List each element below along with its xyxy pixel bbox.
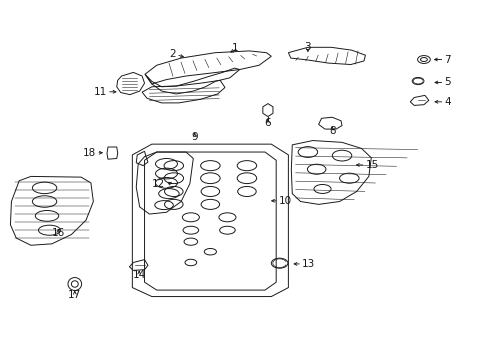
Text: 1: 1	[231, 43, 238, 53]
Text: 3: 3	[304, 42, 310, 52]
Text: 13: 13	[302, 259, 315, 269]
Text: 2: 2	[169, 49, 176, 59]
Text: 18: 18	[83, 148, 96, 158]
Text: 11: 11	[94, 87, 107, 97]
Text: 4: 4	[444, 97, 450, 107]
Text: 9: 9	[191, 132, 198, 142]
Text: 10: 10	[278, 196, 291, 206]
Text: 12: 12	[152, 179, 165, 189]
Text: 6: 6	[264, 118, 271, 128]
Text: 7: 7	[444, 54, 450, 64]
Text: 16: 16	[52, 228, 65, 238]
Text: 15: 15	[365, 160, 378, 170]
Text: 8: 8	[328, 126, 335, 135]
Text: 5: 5	[444, 77, 450, 87]
Text: 14: 14	[132, 270, 145, 280]
Text: 17: 17	[68, 291, 81, 301]
